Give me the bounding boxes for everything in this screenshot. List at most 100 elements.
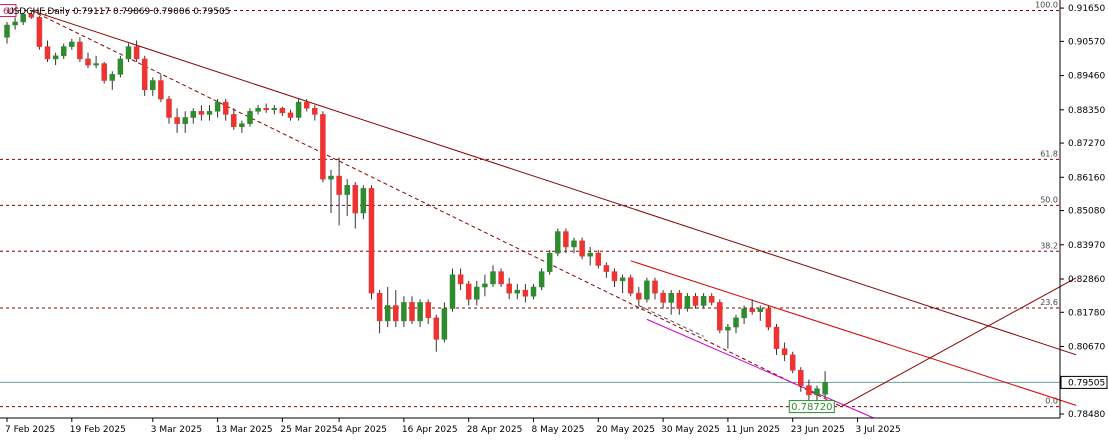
y-tick-label: 0.90570 [1068, 37, 1105, 47]
candle-down [611, 271, 618, 282]
trend-line-main-downtrend [31, 10, 1077, 356]
candle-down [660, 292, 666, 303]
x-tick-label: 7 Feb 2025 [5, 425, 55, 435]
candle-down [676, 292, 683, 309]
x-tick-label: 19 Feb 2025 [70, 425, 126, 435]
candle-down [141, 58, 148, 91]
chart-title: USDCHF,Daily 0.79117 0.79869 0.79006 0.7… [7, 7, 230, 17]
candle-down [198, 111, 205, 115]
candle-up [401, 302, 407, 322]
candle-down [393, 305, 399, 322]
candle-down [708, 296, 715, 303]
candle-down [368, 188, 375, 294]
candle-down [231, 114, 237, 127]
candle-up [733, 317, 739, 328]
candle-up [93, 63, 99, 66]
low-marker-label: 0.78720 [791, 402, 832, 413]
candle-down [652, 280, 658, 294]
x-tick-label: 3 Jul 2025 [856, 425, 901, 435]
candle-up [255, 108, 261, 112]
candle-down [409, 302, 415, 322]
candle-down [749, 308, 755, 312]
trend-line-channel-upper [630, 260, 1077, 406]
x-tick-label: 20 May 2025 [596, 425, 655, 435]
candle-down [781, 348, 788, 356]
candle-up [117, 58, 124, 75]
low-marker-box [788, 400, 835, 414]
candle-up [206, 111, 213, 115]
candle-down [425, 302, 431, 319]
candle-up [182, 117, 188, 124]
candle-down [522, 289, 529, 297]
candle-up [441, 308, 448, 340]
candle-down [603, 265, 610, 272]
x-tick-label: 3 Mar 2025 [151, 425, 202, 435]
candle-up [239, 123, 245, 127]
candle-down [498, 271, 504, 285]
candle-up [109, 74, 116, 81]
candle-up [546, 252, 553, 272]
y-tick-label: 0.79505 [1068, 378, 1105, 388]
candle-down [222, 101, 229, 115]
fib-label: 0.0 [1045, 397, 1058, 406]
candle-down [312, 108, 318, 115]
y-tick-label: 0.87270 [1068, 139, 1105, 149]
candle-down [636, 292, 642, 300]
candle-up [644, 280, 650, 300]
candle-up [571, 240, 577, 248]
candle-up [328, 175, 334, 180]
candle-down [806, 385, 812, 396]
candle-up [490, 271, 496, 285]
candle-up [814, 388, 820, 396]
candle-down [166, 98, 172, 118]
candle-up [150, 80, 156, 91]
candle-up [125, 46, 132, 60]
candle-up [52, 55, 59, 60]
candle-down [36, 17, 43, 47]
trend-line-dashed-trend [31, 10, 842, 408]
candle-down [798, 369, 804, 386]
candle-up [741, 308, 747, 319]
candle-down [457, 274, 464, 285]
markers: 0.78720 60 [0, 4, 835, 414]
x-tick-label: 11 Jun 2025 [726, 425, 780, 435]
fib-label: 61.8 [1040, 149, 1058, 158]
y-tick-label: 0.88350 [1068, 106, 1105, 116]
candle-down [692, 296, 699, 306]
current-price-box [1060, 375, 1108, 389]
candle-down [336, 175, 342, 195]
candle-down [765, 308, 772, 328]
fib-label: 50.0 [1040, 195, 1058, 204]
candle-up [417, 302, 423, 322]
x-tick-label: 4 Apr 2025 [337, 425, 387, 435]
fib-label: 23.6 [1040, 298, 1058, 307]
y-tick-label: 0.80670 [1068, 342, 1105, 352]
fib-label: 100.0 [1035, 1, 1058, 10]
candle-up [668, 292, 674, 303]
candle-up [482, 283, 488, 288]
trend-line-up-arrow [841, 277, 1077, 408]
candle-down [563, 231, 569, 248]
candle-down [279, 108, 286, 114]
candle-down [579, 240, 585, 257]
candle-down [303, 101, 310, 109]
candle-down [789, 354, 796, 371]
candle-up [822, 382, 828, 395]
candle-down [44, 46, 51, 60]
candle-down [433, 317, 440, 340]
candle-up [538, 271, 545, 288]
candle-up [190, 111, 197, 118]
candle-down [77, 41, 83, 60]
candles [4, 10, 828, 407]
candle-down [287, 112, 294, 118]
y-tick-label: 0.85080 [1068, 207, 1105, 217]
y-tick-label: 0.83970 [1068, 241, 1105, 251]
candle-up [12, 21, 18, 26]
candle-down [174, 117, 180, 124]
candle-down [158, 80, 164, 100]
y-tick-label: 0.82860 [1068, 275, 1105, 285]
candle-up [449, 274, 456, 309]
trend-line-channel-lower [646, 318, 874, 419]
y-tick-label: 0.86160 [1068, 173, 1105, 183]
